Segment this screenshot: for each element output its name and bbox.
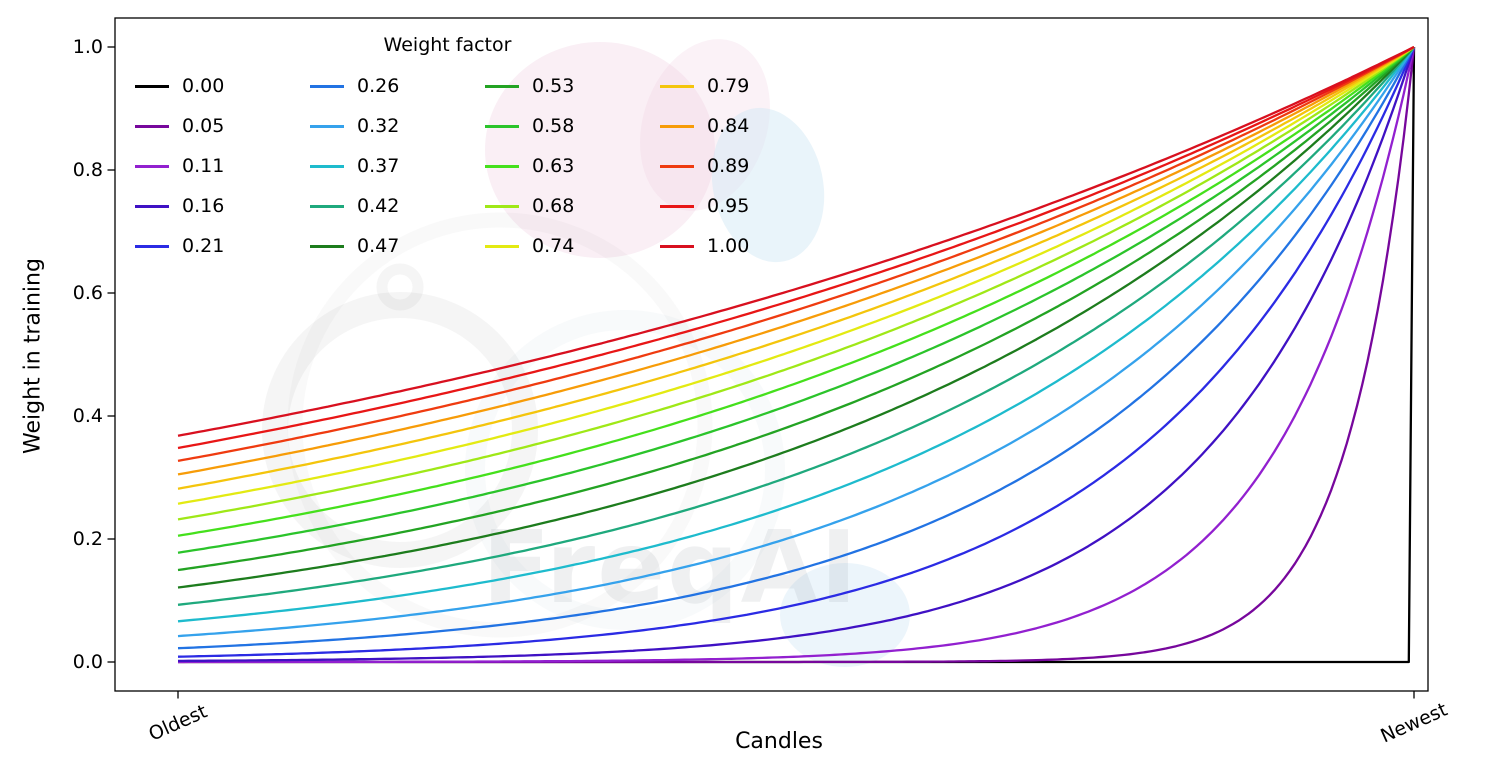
legend-entry: 0.95 — [660, 195, 835, 217]
legend-label: 0.89 — [707, 155, 750, 177]
curve-factor-0.26 — [177, 46, 1416, 650]
legend-label: 0.21 — [182, 235, 225, 257]
legend-entry: 0.84 — [660, 115, 835, 137]
legend-label: 0.58 — [532, 115, 575, 137]
legend-line-sample — [485, 164, 519, 168]
legend-entry: 0.05 — [135, 115, 310, 137]
curve-factor-1.00 — [177, 45, 1415, 437]
curve-factor-0.32 — [177, 46, 1415, 638]
legend-label: 0.47 — [357, 235, 400, 257]
legend-entry: 0.58 — [485, 115, 660, 137]
legend-entry: 0.79 — [660, 75, 835, 97]
legend-label: 0.26 — [357, 75, 400, 97]
legend-line-sample — [310, 164, 344, 168]
legend-line-sample — [485, 124, 519, 128]
legend-entry: 0.16 — [135, 195, 310, 217]
curve-factor-0.84 — [177, 46, 1415, 476]
legend-label: 0.05 — [182, 115, 225, 137]
legend-line-sample — [135, 124, 169, 128]
legend-label: 0.16 — [182, 195, 225, 217]
legend-entry: 0.74 — [485, 235, 660, 257]
legend-line-sample — [310, 204, 344, 208]
legend: Weight factor 0.00 0.05 0.11 0.16 0.21 0.26 0.… — [135, 34, 835, 266]
y-tick-label: 0.0 — [72, 651, 103, 673]
legend-entry: 0.11 — [135, 155, 310, 177]
curve-factor-0.42 — [177, 46, 1415, 606]
legend-line-sample — [660, 204, 694, 208]
curve-factor-0.21 — [177, 46, 1416, 658]
legend-entry: 0.37 — [310, 155, 485, 177]
curve-factor-0.95 — [177, 45, 1415, 450]
legend-label: 0.00 — [182, 75, 225, 97]
legend-entry: 0.47 — [310, 235, 485, 257]
legend-label: 0.68 — [532, 195, 575, 217]
curve-factor-0.74 — [177, 46, 1415, 505]
legend-label: 0.63 — [532, 155, 575, 177]
legend-grid: 0.00 0.05 0.11 0.16 0.21 0.26 0.32 0.37 0.42 0.47… — [135, 66, 835, 266]
curve-factor-0.47 — [177, 46, 1415, 589]
legend-label: 0.84 — [707, 115, 750, 137]
legend-line-sample — [135, 244, 169, 248]
legend-line-sample — [485, 204, 519, 208]
freqai-watermark-text: FreqAI — [482, 509, 859, 626]
y-tick-label: 1.0 — [72, 36, 103, 58]
legend-entry: 0.00 — [135, 75, 310, 97]
curve-factor-0.53 — [177, 46, 1415, 572]
y-axis-label: Weight in training — [20, 258, 46, 454]
curves-group — [177, 45, 1416, 664]
legend-title: Weight factor — [383, 34, 512, 56]
legend-line-sample — [485, 244, 519, 248]
legend-label: 0.95 — [707, 195, 750, 217]
legend-line-sample — [660, 84, 694, 88]
y-tick-label: 0.6 — [72, 282, 103, 304]
legend-line-sample — [135, 84, 169, 88]
legend-line-sample — [660, 244, 694, 248]
y-tick-label: 0.8 — [72, 159, 103, 181]
legend-label: 0.42 — [357, 195, 400, 217]
axes-box — [114, 17, 1429, 692]
legend-entry: 0.68 — [485, 195, 660, 217]
curve-factor-0.37 — [177, 46, 1415, 623]
legend-entry: 0.63 — [485, 155, 660, 177]
curve-factor-0.63 — [177, 46, 1415, 537]
legend-line-sample — [485, 84, 519, 88]
legend-label: 1.00 — [707, 235, 750, 257]
x-axis-label: Candles — [735, 729, 823, 754]
legend-label: 0.11 — [182, 155, 225, 177]
legend-line-sample — [310, 124, 344, 128]
y-tick-label: 0.2 — [72, 528, 103, 550]
legend-line-sample — [660, 124, 694, 128]
legend-entry: 0.89 — [660, 155, 835, 177]
legend-entry: 1.00 — [660, 235, 835, 257]
curve-factor-0.79 — [177, 46, 1415, 490]
legend-label: 0.37 — [357, 155, 400, 177]
legend-line-sample — [135, 204, 169, 208]
legend-label: 0.79 — [707, 75, 750, 97]
legend-entry: 0.26 — [310, 75, 485, 97]
legend-line-sample — [660, 164, 694, 168]
legend-line-sample — [310, 84, 344, 88]
legend-entry: 0.32 — [310, 115, 485, 137]
legend-label: 0.53 — [532, 75, 575, 97]
curve-factor-0.16 — [178, 46, 1416, 663]
freqai-watermark-logo: FreqAI — [262, 39, 910, 667]
legend-line-sample — [310, 244, 344, 248]
legend-label: 0.74 — [532, 235, 575, 257]
legend-entry: 0.21 — [135, 235, 310, 257]
curve-factor-0.68 — [177, 46, 1415, 521]
y-tick-label: 0.4 — [72, 405, 103, 427]
curve-factor-0.58 — [177, 46, 1415, 554]
tick-marks — [107, 46, 1415, 699]
legend-entry: 0.42 — [310, 195, 485, 217]
legend-line-sample — [135, 164, 169, 168]
curve-factor-0.89 — [177, 45, 1415, 463]
curve-factor-0.11 — [178, 46, 1416, 664]
legend-label: 0.32 — [357, 115, 400, 137]
legend-entry: 0.53 — [485, 75, 660, 97]
